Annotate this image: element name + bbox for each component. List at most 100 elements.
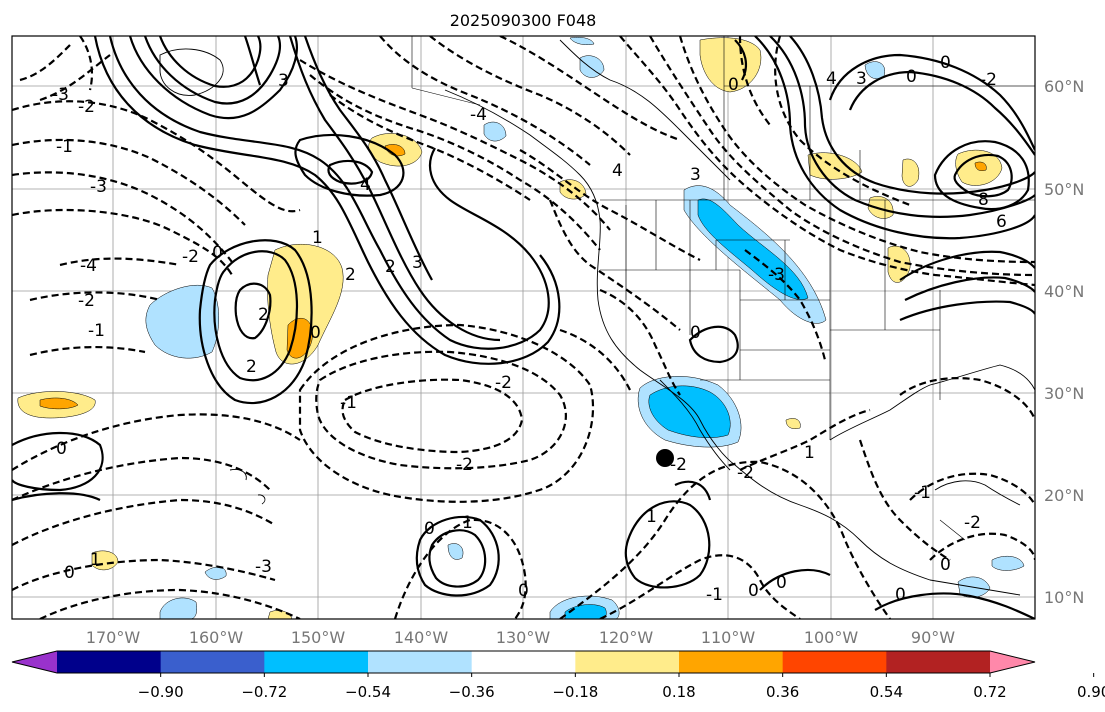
contour-label: 2: [258, 305, 269, 325]
negative-anomaly-region: [991, 555, 1025, 571]
lat-label: 40°N: [1044, 282, 1084, 301]
colorbar-tick-label: 0.18: [662, 683, 695, 701]
contour-label: 4: [360, 175, 371, 195]
longitude-labels: 170°W 160°W 150°W 140°W 130°W 120°W 110°…: [86, 628, 955, 647]
contour-label: 2: [345, 265, 356, 285]
contour-label: 6: [996, 212, 1007, 232]
positive-anomaly-region: [267, 243, 344, 365]
contour-label: -3: [52, 85, 69, 105]
lon-label: 100°W: [804, 628, 859, 647]
contour-label: 1: [312, 228, 323, 248]
map-content: -3 -2 -1 -3 -4 -2 -1 -2 0 2 2 1 2 0 4 3 …: [12, 36, 1035, 619]
negative-anomaly-region: [483, 121, 507, 142]
coastlines: [159, 39, 1035, 596]
contour-label: 0: [940, 555, 951, 575]
contour-label: 0: [895, 585, 906, 605]
contour-label: 1: [90, 550, 101, 570]
positive-anomaly-region: [785, 418, 801, 429]
contour-label: 4: [612, 161, 623, 181]
contour-label: 3: [690, 165, 701, 185]
contour-label: 0: [56, 439, 67, 459]
contour-label: 2: [246, 357, 257, 377]
contour-label: -2: [495, 373, 512, 393]
contour-label: -1: [56, 137, 73, 157]
positive-anomaly-core: [974, 161, 987, 171]
contour-label: -3: [255, 557, 272, 577]
colorbar-tick-label: −0.18: [552, 683, 598, 701]
lat-label: 10°N: [1044, 588, 1084, 607]
contour-label: -2: [964, 513, 981, 533]
contour-label: 0: [776, 573, 787, 593]
contour-label: 0: [518, 581, 529, 601]
contour-label: 3: [412, 253, 423, 273]
contour-label: 3: [278, 71, 289, 91]
contour-label: 0: [690, 323, 701, 343]
lon-label: 160°W: [189, 628, 244, 647]
contour-label: -4: [80, 256, 97, 276]
contour-label: -1: [340, 393, 357, 413]
contour-label: 1: [646, 507, 657, 527]
lat-label: 50°N: [1044, 180, 1084, 199]
contour-label: -2: [78, 291, 95, 311]
lon-label: 140°W: [394, 628, 449, 647]
colorbar-tick-label: 0.36: [766, 683, 799, 701]
contour-label: 0: [310, 323, 321, 343]
contour-label: -3: [768, 265, 785, 285]
contour-labels: -3 -2 -1 -3 -4 -2 -1 -2 0 2 2 1 2 0 4 3 …: [52, 53, 1007, 605]
negative-anomaly-region: [447, 543, 464, 560]
lon-label: 90°W: [911, 628, 955, 647]
map-title: 2025090300 F048: [450, 11, 597, 30]
contour-label: -2: [456, 455, 473, 475]
colorbar-segment: [264, 651, 369, 673]
contour-label: 0: [212, 243, 223, 263]
positive-anomaly-region: [699, 37, 762, 93]
positive-anomaly-region: [559, 179, 587, 200]
positive-contours: [12, 36, 1035, 619]
lat-label: 20°N: [1044, 486, 1084, 505]
colorbar-tick-label: 0.90: [1077, 683, 1105, 701]
colorbar-tick-label: 0.54: [870, 683, 903, 701]
colorbar-tick-label: −0.90: [138, 683, 184, 701]
latitude-labels: 60°N 50°N 40°N 30°N 20°N 10°N: [1044, 77, 1084, 607]
colorbar-tick-label: −0.36: [449, 683, 495, 701]
lon-label: 130°W: [496, 628, 551, 647]
positive-anomaly-region: [867, 196, 894, 219]
contour-label: 0: [64, 563, 75, 583]
contour-label: 0: [940, 53, 951, 73]
colorbar-segment: [160, 651, 265, 673]
contour-label: 0: [906, 67, 917, 87]
positive-anomaly-region: [901, 158, 920, 187]
contour-label: -1: [706, 585, 723, 605]
lat-label: 60°N: [1044, 77, 1084, 96]
contour-label: -1: [88, 321, 105, 341]
political-borders: [411, 36, 1035, 541]
contour-label: 0: [748, 581, 759, 601]
positive-anomaly-core: [384, 144, 406, 157]
lat-label: 30°N: [1044, 384, 1084, 403]
colorbar-segment: [782, 651, 887, 673]
negative-anomaly-core: [697, 198, 809, 300]
contour-label: -2: [182, 247, 199, 267]
contour-label: 1: [804, 443, 815, 463]
colorbar-segment: [368, 651, 473, 673]
contour-label: 8: [978, 190, 989, 210]
contour-label: 0: [728, 75, 739, 95]
colorbar-segment: [575, 651, 680, 673]
colorbar-extend-min: [12, 651, 57, 673]
colorbar-segment: [57, 651, 162, 673]
contour-label: -2: [980, 70, 997, 90]
colorbar-segment: [886, 651, 991, 673]
contour-label: 1: [462, 513, 473, 533]
lon-label: 170°W: [86, 628, 141, 647]
positive-anomaly-region: [887, 245, 911, 283]
positive-anomaly-core: [286, 317, 313, 359]
contour-label: 3: [856, 69, 867, 89]
contour-label: 2: [385, 257, 396, 277]
contour-label: -2: [670, 455, 687, 475]
map-frame: [11, 35, 1036, 620]
contour-label: -4: [470, 105, 487, 125]
positive-anomaly-core: [39, 397, 79, 410]
colorbar-tick-label: 0.72: [973, 683, 1006, 701]
colorbar: −0.90 −0.72 −0.54 −0.36 −0.18 0.18 0.36 0.54 0.7…: [11, 650, 1105, 701]
